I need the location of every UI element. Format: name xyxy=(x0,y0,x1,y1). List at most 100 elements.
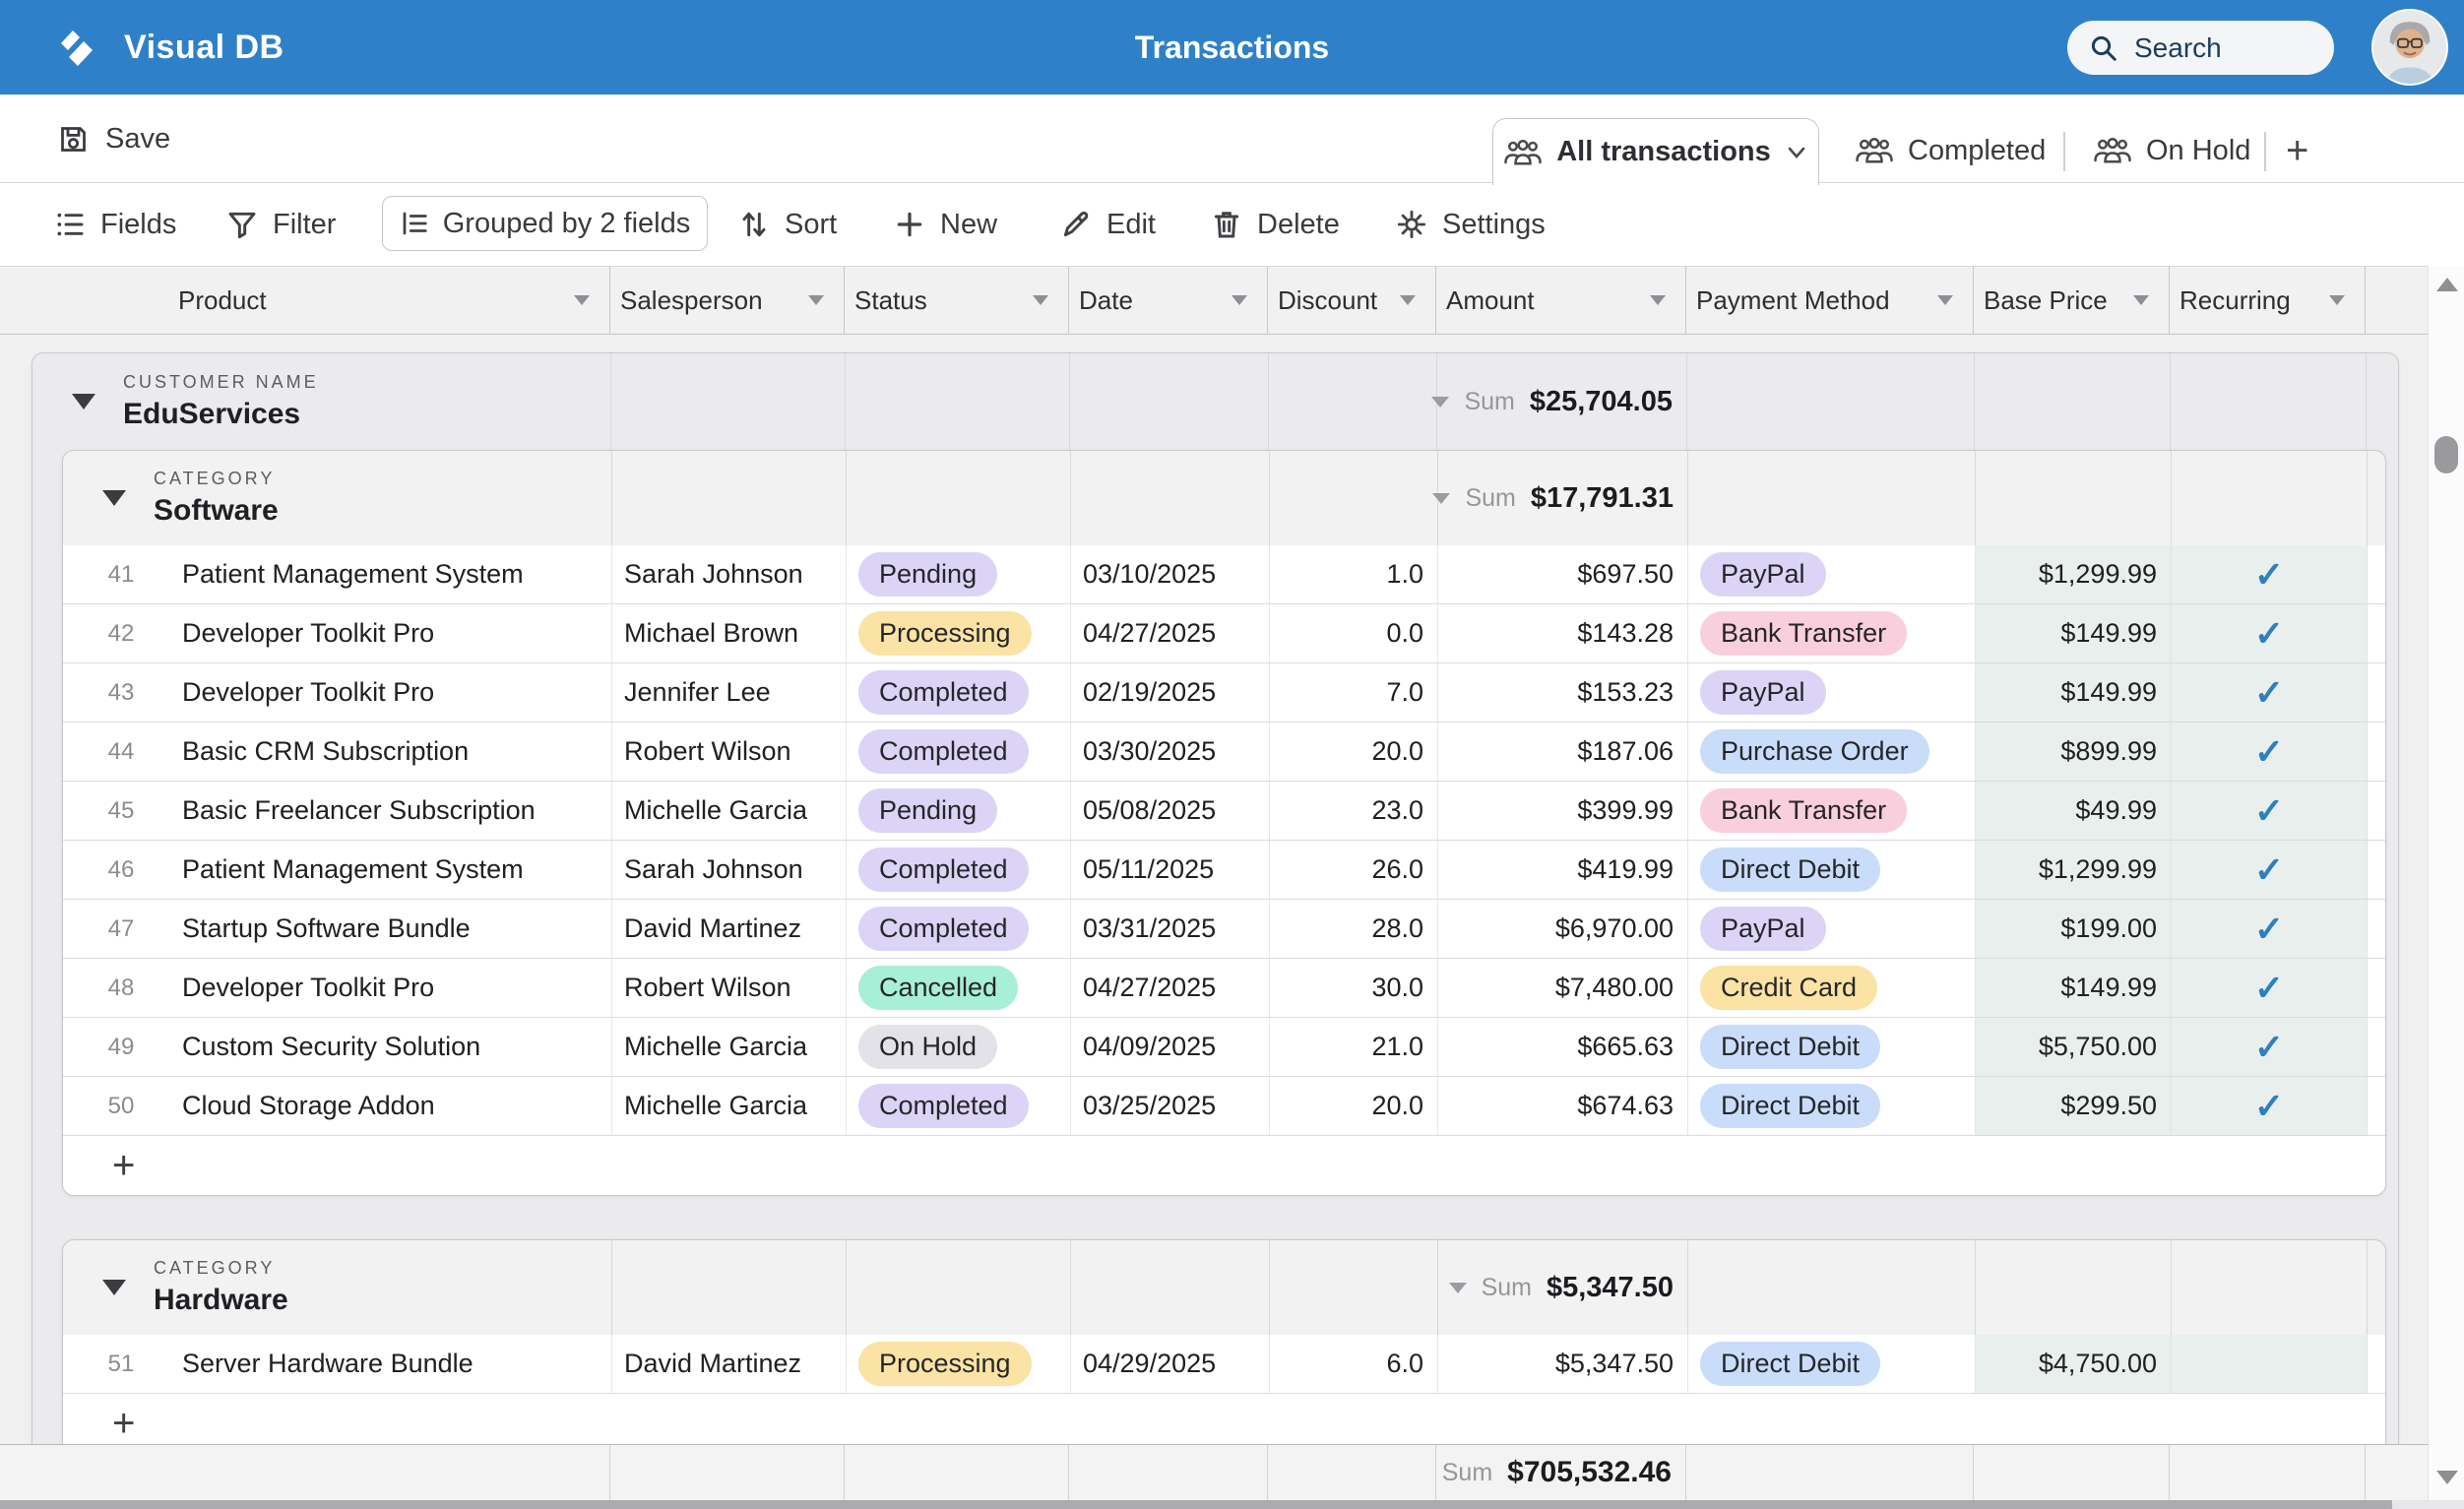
cell-date[interactable]: 04/27/2025 xyxy=(1071,604,1270,662)
cell-discount[interactable]: 0.0 xyxy=(1270,604,1438,662)
cell-date[interactable]: 04/27/2025 xyxy=(1071,959,1270,1017)
column-menu-icon[interactable] xyxy=(808,295,824,305)
edit-button[interactable]: Edit xyxy=(1060,183,1156,266)
cell-base-price[interactable]: $1,299.99 xyxy=(1976,545,2172,603)
cell-discount[interactable]: 6.0 xyxy=(1270,1335,1438,1393)
cell-payment-method[interactable]: PayPal xyxy=(1688,663,1976,722)
column-header-payment-method[interactable]: Payment Method xyxy=(1686,267,1974,334)
column-header-product[interactable]: Product xyxy=(0,267,610,334)
table-row[interactable]: 42 Developer Toolkit Pro Michael Brown P… xyxy=(63,604,2385,663)
column-menu-icon[interactable] xyxy=(1232,295,1247,305)
cell-base-price[interactable]: $49.99 xyxy=(1976,782,2172,840)
cell-discount[interactable]: 28.0 xyxy=(1270,900,1438,958)
cell-salesperson[interactable]: Jennifer Lee xyxy=(612,663,847,722)
table-row[interactable]: 45 Basic Freelancer Subscription Michell… xyxy=(63,782,2385,841)
cell-amount[interactable]: $419.99 xyxy=(1438,841,1688,899)
cell-discount[interactable]: 1.0 xyxy=(1270,545,1438,603)
sum-dropdown-icon[interactable] xyxy=(1431,396,1450,408)
cell-recurring[interactable]: ✓ xyxy=(2172,900,2368,958)
cell-recurring[interactable]: ✓ xyxy=(2172,604,2368,662)
cell-product[interactable]: Basic CRM Subscription xyxy=(179,723,612,781)
filter-button[interactable]: Filter xyxy=(226,183,336,266)
sort-button[interactable]: Sort xyxy=(738,183,837,266)
cell-product[interactable]: Patient Management System xyxy=(179,841,612,899)
cell-date[interactable]: 05/11/2025 xyxy=(1071,841,1270,899)
cell-product[interactable]: Cloud Storage Addon xyxy=(179,1077,612,1135)
cell-date[interactable]: 05/08/2025 xyxy=(1071,782,1270,840)
column-menu-icon[interactable] xyxy=(1400,295,1416,305)
cell-salesperson[interactable]: David Martinez xyxy=(612,1335,847,1393)
cell-recurring[interactable]: ✓ xyxy=(2172,841,2368,899)
cell-status[interactable]: Processing xyxy=(847,604,1071,662)
delete-button[interactable]: Delete xyxy=(1211,183,1340,266)
cell-payment-method[interactable]: Purchase Order xyxy=(1688,723,1976,781)
cell-amount[interactable]: $674.63 xyxy=(1438,1077,1688,1135)
column-header-status[interactable]: Status xyxy=(845,267,1069,334)
table-row[interactable]: 48 Developer Toolkit Pro Robert Wilson C… xyxy=(63,959,2385,1018)
cell-amount[interactable]: $7,480.00 xyxy=(1438,959,1688,1017)
cell-base-price[interactable]: $299.50 xyxy=(1976,1077,2172,1135)
cell-date[interactable]: 04/29/2025 xyxy=(1071,1335,1270,1393)
add-record-row[interactable]: + xyxy=(63,1394,2385,1444)
cell-status[interactable]: Completed xyxy=(847,663,1071,722)
cell-date[interactable]: 02/19/2025 xyxy=(1071,663,1270,722)
column-menu-icon[interactable] xyxy=(2133,295,2149,305)
add-record-row[interactable]: + xyxy=(63,1136,2385,1195)
cell-product[interactable]: Developer Toolkit Pro xyxy=(179,663,612,722)
cell-discount[interactable]: 23.0 xyxy=(1270,782,1438,840)
cell-product[interactable]: Patient Management System xyxy=(179,545,612,603)
add-view-tab-button[interactable]: + xyxy=(2286,128,2309,172)
cell-product[interactable]: Startup Software Bundle xyxy=(179,900,612,958)
cell-recurring[interactable]: ✓ xyxy=(2172,723,2368,781)
cell-status[interactable]: On Hold xyxy=(847,1018,1071,1076)
cell-salesperson[interactable]: Sarah Johnson xyxy=(612,545,847,603)
tab-completed[interactable]: Completed xyxy=(1855,118,2046,183)
cell-salesperson[interactable]: Robert Wilson xyxy=(612,959,847,1017)
cell-status[interactable]: Completed xyxy=(847,1077,1071,1135)
table-row[interactable]: 51 Server Hardware Bundle David Martinez… xyxy=(63,1335,2385,1394)
scroll-down-icon[interactable] xyxy=(2436,1471,2458,1484)
cell-recurring[interactable]: ✓ xyxy=(2172,663,2368,722)
footer-sum-cell[interactable]: Sum $705,532.46 xyxy=(1436,1445,1686,1500)
cell-salesperson[interactable]: Michael Brown xyxy=(612,604,847,662)
cell-discount[interactable]: 20.0 xyxy=(1270,723,1438,781)
cell-base-price[interactable]: $199.00 xyxy=(1976,900,2172,958)
cell-date[interactable]: 04/09/2025 xyxy=(1071,1018,1270,1076)
cell-salesperson[interactable]: Michelle Garcia xyxy=(612,782,847,840)
cell-status[interactable]: Completed xyxy=(847,841,1071,899)
cell-product[interactable]: Developer Toolkit Pro xyxy=(179,604,612,662)
column-menu-icon[interactable] xyxy=(1650,295,1666,305)
table-row[interactable]: 46 Patient Management System Sarah Johns… xyxy=(63,841,2385,900)
tab-on-hold[interactable]: On Hold xyxy=(2093,118,2250,183)
cell-base-price[interactable]: $149.99 xyxy=(1976,959,2172,1017)
cell-date[interactable]: 03/10/2025 xyxy=(1071,545,1270,603)
vertical-scrollbar[interactable] xyxy=(2428,266,2464,1500)
cell-payment-method[interactable]: Direct Debit xyxy=(1688,1077,1976,1135)
cell-payment-method[interactable]: PayPal xyxy=(1688,545,1976,603)
cell-discount[interactable]: 7.0 xyxy=(1270,663,1438,722)
cell-salesperson[interactable]: Sarah Johnson xyxy=(612,841,847,899)
cell-base-price[interactable]: $1,299.99 xyxy=(1976,841,2172,899)
cell-base-price[interactable]: $5,750.00 xyxy=(1976,1018,2172,1076)
table-row[interactable]: 47 Startup Software Bundle David Martine… xyxy=(63,900,2385,959)
cell-status[interactable]: Processing xyxy=(847,1335,1071,1393)
table-row[interactable]: 41 Patient Management System Sarah Johns… xyxy=(63,545,2385,604)
user-avatar[interactable] xyxy=(2371,9,2448,86)
column-menu-icon[interactable] xyxy=(1033,295,1048,305)
cell-product[interactable]: Developer Toolkit Pro xyxy=(179,959,612,1017)
cell-base-price[interactable]: $149.99 xyxy=(1976,604,2172,662)
cell-base-price[interactable]: $149.99 xyxy=(1976,663,2172,722)
cell-date[interactable]: 03/31/2025 xyxy=(1071,900,1270,958)
cell-amount[interactable]: $5,347.50 xyxy=(1438,1335,1688,1393)
cell-product[interactable]: Custom Security Solution xyxy=(179,1018,612,1076)
cell-recurring[interactable] xyxy=(2172,1335,2368,1393)
new-record-button[interactable]: New xyxy=(894,183,997,266)
cell-discount[interactable]: 30.0 xyxy=(1270,959,1438,1017)
cell-payment-method[interactable]: Direct Debit xyxy=(1688,1335,1976,1393)
cell-salesperson[interactable]: Robert Wilson xyxy=(612,723,847,781)
cell-status[interactable]: Pending xyxy=(847,782,1071,840)
cell-payment-method[interactable]: Bank Transfer xyxy=(1688,782,1976,840)
cell-discount[interactable]: 20.0 xyxy=(1270,1077,1438,1135)
horizontal-scroll-thumb[interactable] xyxy=(0,1500,2392,1509)
sum-dropdown-icon[interactable] xyxy=(1448,1282,1467,1293)
